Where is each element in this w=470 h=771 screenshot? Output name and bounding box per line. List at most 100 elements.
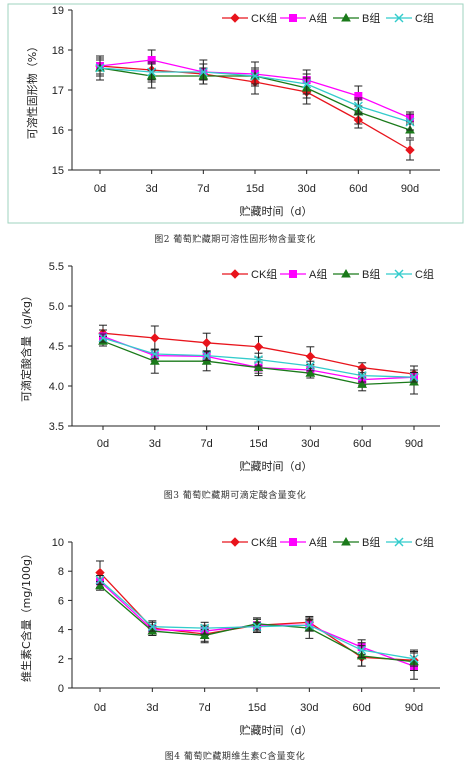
data-point: [305, 361, 315, 371]
x-axis-title: 贮藏时间（d）: [240, 724, 313, 737]
x-tick-label: 90d: [405, 702, 423, 714]
legend-label: A组: [309, 535, 327, 549]
x-tick-label: 30d: [301, 438, 319, 450]
legend: CK组 A组 B组 C组: [222, 267, 434, 281]
y-tick-label: 5.5: [49, 261, 64, 273]
legend-marker: [289, 538, 297, 546]
legend-item: C组: [386, 11, 434, 25]
y-tick-label: 5.0: [49, 301, 64, 313]
legend-label: A组: [309, 267, 327, 281]
data-point: [357, 379, 368, 388]
legend: CK组 A组 B组 C组: [222, 11, 434, 25]
y-axis-title: 维生素C含量（mg/100g）: [19, 548, 33, 682]
legend-marker: [289, 14, 297, 22]
legend-item: CK组: [222, 267, 277, 281]
chart-panel-2: 3.5 4.0 4.5 5.0 5.5 0d 3d 7d 15d 30d 60d 90d 贮藏时间（d）…: [0, 256, 470, 484]
x-tick-label: 0d: [97, 438, 109, 450]
series-3: [95, 59, 415, 131]
data-point: [149, 356, 160, 365]
y-tick-label: 4.5: [49, 341, 64, 353]
legend-item: A组: [280, 11, 327, 25]
data-point: [202, 351, 212, 361]
legend-label: CK组: [251, 267, 277, 281]
data-point: [150, 349, 160, 359]
data-point: [250, 71, 260, 81]
data-point: [305, 351, 316, 362]
data-point: [253, 362, 264, 372]
legend-marker: [341, 536, 351, 546]
legend-label: B组: [362, 535, 380, 549]
legend-marker: [230, 13, 240, 23]
data-point: [147, 67, 157, 77]
legend: CK组 A组 B组 C组: [222, 535, 434, 549]
data-point: [357, 371, 367, 381]
y-axis-title: 可滴定酸含量（g/kg）: [19, 290, 33, 402]
legend-marker: [341, 268, 351, 278]
y-tick-label: 3.5: [49, 421, 64, 433]
legend-marker: [230, 537, 240, 547]
y-axis-title: 可溶性固形物（%）: [25, 41, 39, 139]
y-tick-label: 2: [58, 654, 64, 666]
y-tick-label: 0: [58, 683, 64, 695]
data-point: [150, 333, 160, 343]
legend-item: B组: [333, 535, 380, 549]
x-axis-title: 贮藏时间（d）: [240, 460, 313, 473]
legend-label: A组: [309, 11, 327, 25]
data-point: [253, 342, 264, 352]
legend-item: CK组: [222, 11, 277, 25]
legend-marker: [394, 269, 404, 279]
x-tick-label: 60d: [352, 702, 370, 714]
legend-item: B组: [333, 11, 380, 25]
line-chart-vitamin-c: 0 2 4 6 8 10 0d 3d 7d 15d 30d 60d 90d 贮藏时间（d） 维生素C含量（m…: [19, 535, 440, 737]
y-tick-label: 6: [58, 595, 64, 607]
legend-item: A组: [280, 535, 327, 549]
legend-item: B组: [333, 267, 380, 281]
legend-marker: [230, 269, 240, 279]
x-tick-label: 3d: [146, 183, 158, 195]
legend-item: CK组: [222, 535, 277, 549]
legend-item: A组: [280, 267, 327, 281]
line-chart-soluble-solids: 15 16 17 18 19 0d 3d 7d 15d 30d 60d 90d 贮藏时间（d） 可溶性固形…: [7, 3, 464, 224]
series-3: [95, 575, 419, 667]
x-tick-label: 3d: [146, 702, 158, 714]
legend-label: CK组: [251, 535, 277, 549]
legend-marker: [394, 13, 404, 23]
legend-label: CK组: [251, 11, 277, 25]
x-tick-label: 3d: [149, 438, 161, 450]
data-point: [254, 355, 263, 365]
chart-frame: [7, 3, 464, 224]
data-point: [357, 645, 367, 655]
legend-label: C组: [415, 535, 434, 549]
legend-marker: [394, 537, 404, 547]
x-tick-label: 15d: [246, 183, 264, 195]
x-tick-label: 60d: [353, 438, 371, 450]
y-tick-label: 18: [52, 45, 64, 57]
x-tick-label: 30d: [297, 183, 315, 195]
legend-label: C组: [415, 267, 434, 281]
data-point: [409, 654, 419, 664]
y-tick-label: 19: [52, 5, 64, 17]
data-point: [252, 622, 262, 632]
legend-label: C组: [415, 11, 434, 25]
legend-item: C组: [386, 267, 434, 281]
data-point: [147, 622, 157, 632]
data-point: [409, 372, 419, 382]
chart-panel-1: 15 16 17 18 19 0d 3d 7d 15d 30d 60d 90d 贮藏时间（d） 可溶性固形…: [0, 0, 470, 228]
chart-caption-2: 图3 葡萄贮藏期可滴定酸含量变化: [163, 491, 307, 501]
y-tick-label: 8: [58, 566, 64, 578]
chart-panel-3: 0 2 4 6 8 10 0d 3d 7d 15d 30d 60d 90d 贮藏时间（d） 维生素C含量（m…: [0, 530, 470, 746]
data-point: [305, 368, 316, 377]
y-tick-label: 16: [52, 125, 64, 137]
data-point: [95, 575, 105, 585]
x-tick-label: 0d: [94, 183, 106, 195]
y-tick-label: 4: [58, 625, 64, 637]
x-tick-label: 90d: [405, 438, 423, 450]
x-tick-label: 15d: [248, 702, 266, 714]
x-tick-label: 30d: [300, 702, 318, 714]
series-line: [99, 572, 415, 661]
chart-caption-1: 图2 葡萄贮藏期可溶性固形物含量变化: [154, 235, 316, 245]
x-tick-label: 7d: [199, 702, 211, 714]
x-tick-label: 90d: [401, 183, 419, 195]
legend-item: C组: [386, 535, 434, 549]
x-tick-label: 7d: [201, 438, 213, 450]
